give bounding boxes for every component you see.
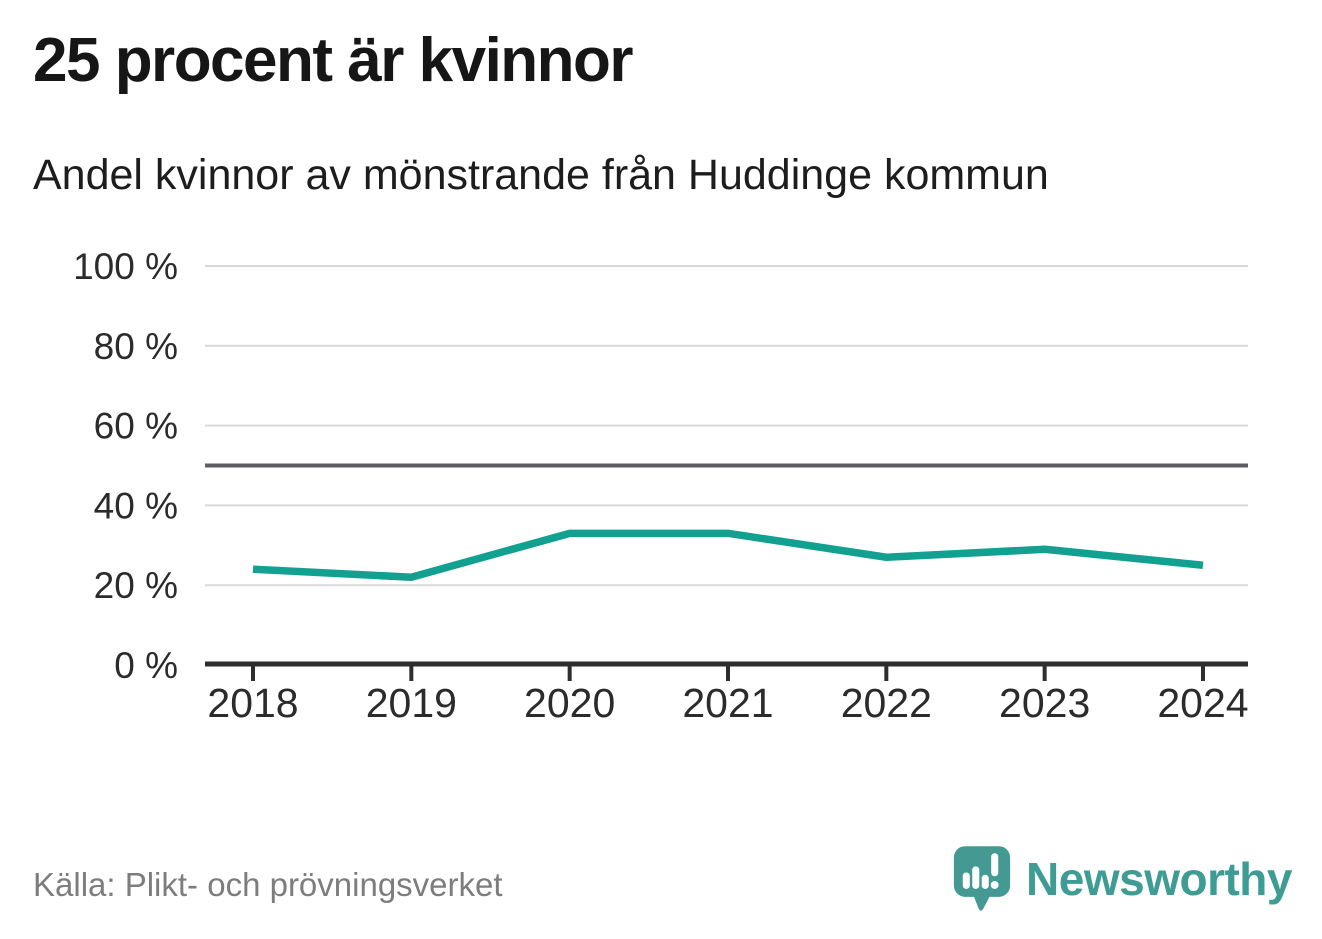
logo-bar-1 [962, 872, 970, 889]
x-tick-label-2021: 2021 [682, 680, 773, 726]
page-title: 25 procent är kvinnor [33, 26, 634, 95]
logo-bar-3 [981, 874, 989, 889]
line-chart: 0 % 20 % 40 % 60 % 80 % 100 % 2018 2019 2020 2021… [73, 246, 1249, 726]
x-tick-label-2022: 2022 [841, 680, 932, 726]
y-tick-label-0: 0 % [114, 645, 178, 686]
x-tick-label-2024: 2024 [1157, 680, 1248, 726]
newsworthy-logo-icon [953, 846, 1011, 911]
page-subtitle: Andel kvinnor av mönstrande från Hudding… [33, 151, 1049, 199]
y-tick-label-100: 100 % [73, 246, 178, 287]
data-line-andel-kvinnor [252, 529, 1204, 581]
logo-bar-2 [972, 866, 980, 889]
y-tick-label-60: 60 % [94, 406, 178, 447]
x-tick-label-2020: 2020 [524, 680, 615, 726]
logo-exclamation-dot [990, 880, 999, 889]
x-tick-label-2023: 2023 [999, 680, 1090, 726]
source-note: Källa: Plikt- och prövningsverket [33, 866, 503, 903]
brand-lockup: Newsworthy [952, 842, 1292, 916]
y-tick-label-80: 80 % [94, 326, 178, 367]
y-tick-label-20: 20 % [94, 565, 178, 606]
y-tick-label-40: 40 % [94, 485, 178, 526]
logo-exclamation-bar [991, 853, 999, 877]
x-tick-label-2018: 2018 [207, 680, 298, 726]
x-tick-label-2019: 2019 [366, 680, 457, 726]
brand-name: Newsworthy [1026, 853, 1292, 905]
